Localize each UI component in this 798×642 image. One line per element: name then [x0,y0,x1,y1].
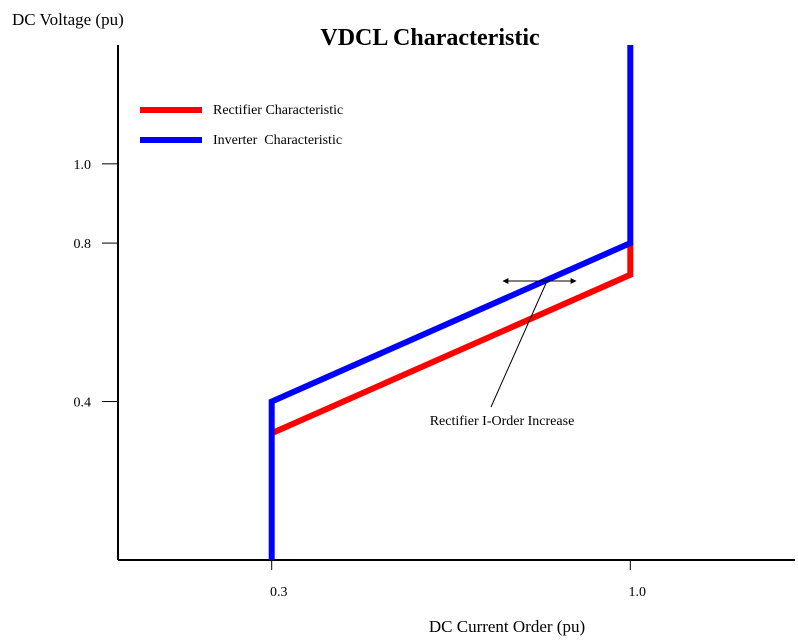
y-tick-label: 0.4 [74,396,92,411]
chart-title: VDCL Characteristic [320,25,540,51]
x-axis-label: DC Current Order (pu) [429,617,585,636]
x-tick-label: 1.0 [629,585,647,600]
annotation-label: Rectifier I-Order Increase [430,414,575,429]
y-axis-label: DC Voltage (pu) [12,10,124,29]
x-tick-label: 0.3 [270,585,288,600]
rectifier-characteristic-line [270,243,634,436]
y-tick-label: 0.8 [74,237,92,252]
inverter-characteristic-line [268,45,634,560]
legend-label: Inverter Characteristic [213,133,342,148]
annotation-leader-line [490,280,548,408]
legend-label: Rectifier Characteristic [213,103,343,118]
y-tick-label: 1.0 [74,158,92,173]
